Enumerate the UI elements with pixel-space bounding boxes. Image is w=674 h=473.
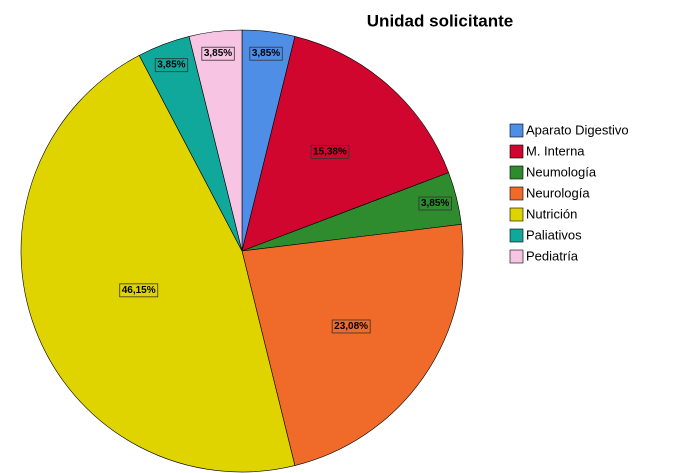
chart-title: Unidad solicitante: [367, 11, 513, 30]
data-label-box: [310, 144, 350, 159]
legend-label: Nutrición: [526, 206, 577, 221]
legend-label: Paliativos: [526, 227, 582, 242]
data-label-box: [154, 58, 189, 73]
data-label-box: [418, 196, 452, 211]
data-label-box: [201, 46, 235, 61]
data-label: 3,85%: [252, 48, 280, 59]
data-label-box: [331, 319, 371, 334]
legend-swatch: [509, 144, 524, 159]
data-label: 3,85%: [204, 48, 232, 59]
data-label: 3,85%: [157, 60, 185, 71]
legend-label: Neumología: [526, 164, 597, 179]
legend-swatch: [509, 249, 524, 264]
legend-swatch: [509, 228, 524, 243]
legend-swatch: [509, 123, 524, 138]
legend-label: Aparato Digestivo: [526, 122, 629, 137]
pie-slice: [188, 29, 243, 252]
data-label: 46,15%: [122, 285, 156, 296]
data-label-box: [249, 46, 283, 61]
pie-slice: [20, 54, 296, 473]
data-label: 3,85%: [421, 198, 449, 209]
data-label: 23,08%: [334, 321, 368, 332]
pie-slice: [241, 224, 464, 466]
legend-swatch: [509, 186, 524, 201]
pie-slice: [241, 36, 450, 252]
legend-label: M. Interna: [526, 143, 585, 158]
legend-label: Pediatría: [526, 248, 579, 263]
data-label: 15,38%: [313, 146, 347, 157]
legend-swatch: [509, 165, 524, 180]
data-label-box: [119, 283, 159, 298]
legend-label: Neurología: [526, 185, 590, 200]
legend-swatch: [509, 207, 524, 222]
